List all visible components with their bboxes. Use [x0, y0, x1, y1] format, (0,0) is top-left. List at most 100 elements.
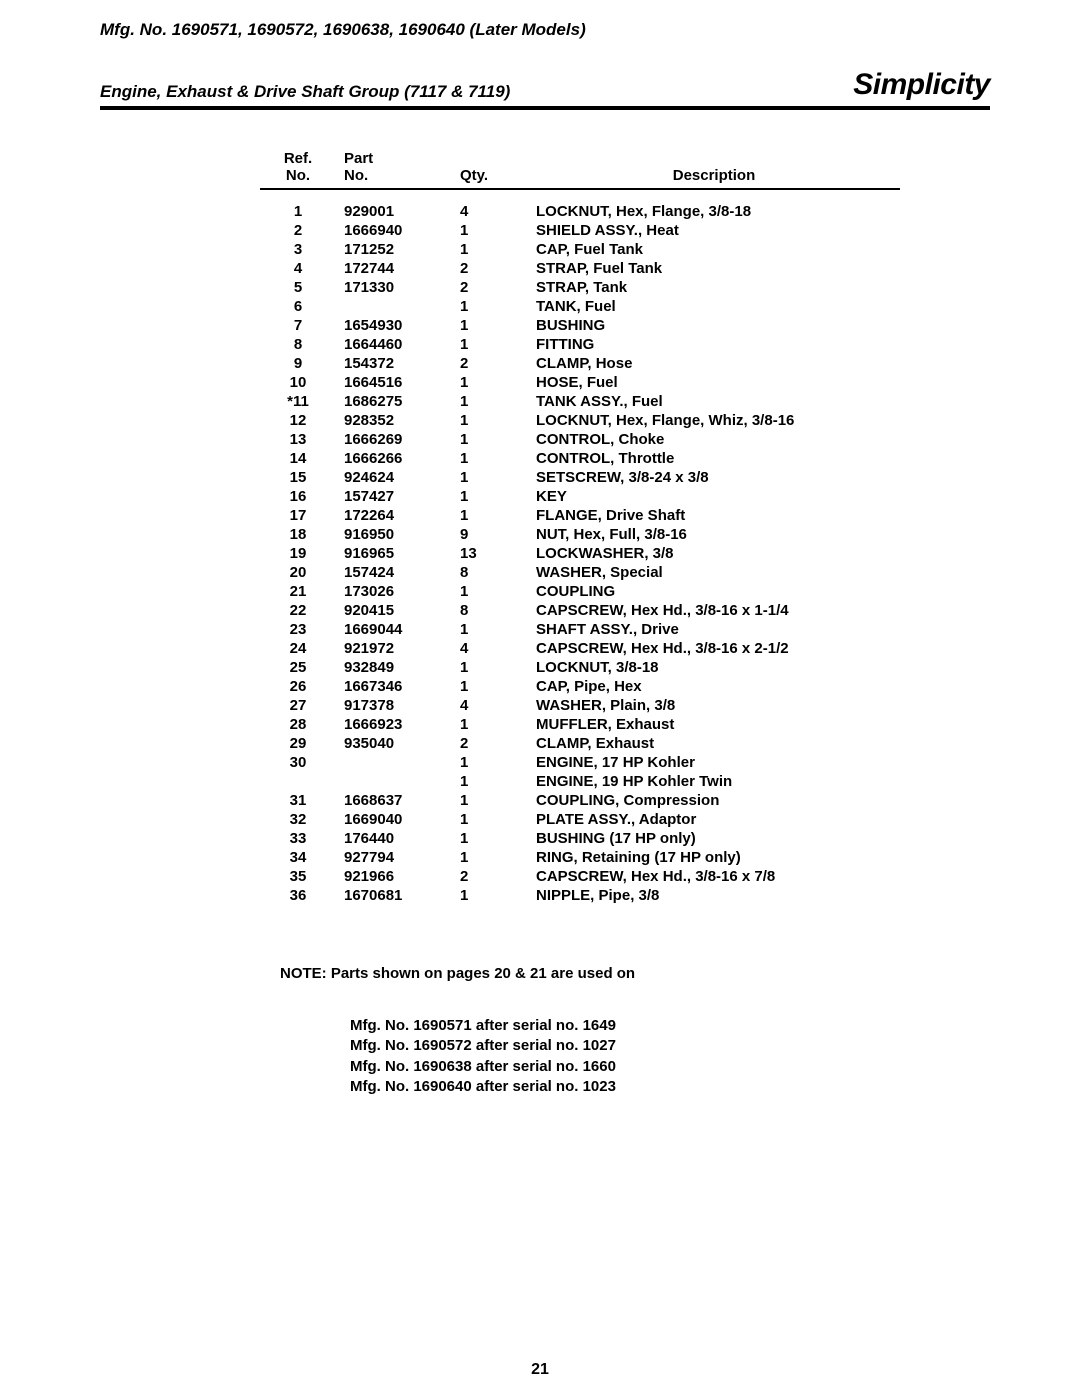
cell-qty: 13	[452, 544, 528, 563]
cell-part: 927794	[336, 848, 452, 867]
table-row: 161574271KEY	[260, 487, 900, 506]
table-row: 61TANK, Fuel	[260, 297, 900, 316]
table-row: 279173784WASHER, Plain, 3/8	[260, 696, 900, 715]
col-ref-line2: No.	[286, 167, 310, 184]
cell-ref	[260, 772, 336, 791]
cell-part: 921966	[336, 867, 452, 886]
cell-qty: 1	[452, 658, 528, 677]
table-row: 201574248WASHER, Special	[260, 563, 900, 582]
cell-ref: 13	[260, 430, 336, 449]
cell-ref: 18	[260, 525, 336, 544]
cell-qty: 1	[452, 886, 528, 905]
cell-ref: 34	[260, 848, 336, 867]
cell-desc: CAPSCREW, Hex Hd., 3/8-16 x 2-1/2	[528, 639, 900, 658]
cell-qty: 1	[452, 772, 528, 791]
header-row: Engine, Exhaust & Drive Shaft Group (711…	[100, 68, 990, 110]
cell-desc: STRAP, Tank	[528, 278, 900, 297]
cell-part: 1668637	[336, 791, 452, 810]
table-row: 189169509NUT, Hex, Full, 3/8-16	[260, 525, 900, 544]
cell-qty: 4	[452, 639, 528, 658]
table-row: 171722641FLANGE, Drive Shaft	[260, 506, 900, 525]
cell-ref: 33	[260, 829, 336, 848]
cell-ref: 10	[260, 373, 336, 392]
table-row: 3216690401PLATE ASSY., Adaptor	[260, 810, 900, 829]
table-row: 716549301BUSHING	[260, 316, 900, 335]
col-part-line1: Part	[344, 150, 373, 167]
cell-desc: BUSHING (17 HP only)	[528, 829, 900, 848]
cell-desc: LOCKNUT, Hex, Flange, Whiz, 3/8-16	[528, 411, 900, 430]
cell-desc: CLAMP, Hose	[528, 354, 900, 373]
table-row: 129283521LOCKNUT, Hex, Flange, Whiz, 3/8…	[260, 411, 900, 430]
cell-ref: 23	[260, 620, 336, 639]
brand-logo: Simplicity	[853, 68, 990, 102]
cell-part: 920415	[336, 601, 452, 620]
cell-desc: NIPPLE, Pipe, 3/8	[528, 886, 900, 905]
cell-desc: LOCKWASHER, 3/8	[528, 544, 900, 563]
cell-part: 157427	[336, 487, 452, 506]
cell-desc: ENGINE, 17 HP Kohler	[528, 753, 900, 772]
cell-qty: 4	[452, 202, 528, 221]
cell-qty: 1	[452, 810, 528, 829]
cell-part: 917378	[336, 696, 452, 715]
note-heading: NOTE: Parts shown on pages 20 & 21 are u…	[280, 965, 990, 982]
cell-ref: 4	[260, 259, 336, 278]
cell-ref: 35	[260, 867, 336, 886]
cell-qty: 1	[452, 373, 528, 392]
cell-ref: 28	[260, 715, 336, 734]
note-line: Mfg. No. 1690571 after serial no. 1649	[350, 1016, 990, 1036]
cell-ref: 5	[260, 278, 336, 297]
cell-desc: COUPLING, Compression	[528, 791, 900, 810]
cell-desc: CAP, Fuel Tank	[528, 240, 900, 259]
cell-ref: 12	[260, 411, 336, 430]
page-number: 21	[0, 1361, 1080, 1379]
cell-ref: 32	[260, 810, 336, 829]
cell-desc: NUT, Hex, Full, 3/8-16	[528, 525, 900, 544]
cell-ref: 16	[260, 487, 336, 506]
cell-ref: 21	[260, 582, 336, 601]
cell-part: 171330	[336, 278, 452, 297]
col-part-line2: No.	[344, 167, 368, 184]
cell-part: 1654930	[336, 316, 452, 335]
cell-qty: 1	[452, 848, 528, 867]
cell-ref: 22	[260, 601, 336, 620]
cell-part	[336, 772, 452, 791]
cell-qty: 4	[452, 696, 528, 715]
cell-desc: FITTING	[528, 335, 900, 354]
note-line: Mfg. No. 1690640 after serial no. 1023	[350, 1077, 990, 1097]
header-models: Mfg. No. 1690571, 1690572, 1690638, 1690…	[100, 20, 990, 40]
cell-ref: 26	[260, 677, 336, 696]
table-row: 3616706811NIPPLE, Pipe, 3/8	[260, 886, 900, 905]
cell-desc: CONTROL, Throttle	[528, 449, 900, 468]
cell-part: 172264	[336, 506, 452, 525]
table-row: 1991696513LOCKWASHER, 3/8	[260, 544, 900, 563]
col-desc: Description	[673, 167, 756, 184]
cell-part: 173026	[336, 582, 452, 601]
cell-qty: 1	[452, 753, 528, 772]
cell-ref: 2	[260, 221, 336, 240]
cell-part: 1664460	[336, 335, 452, 354]
table-row: 1016645161HOSE, Fuel	[260, 373, 900, 392]
table-row: 1ENGINE, 19 HP Kohler Twin	[260, 772, 900, 791]
cell-qty: 1	[452, 335, 528, 354]
table-row: 331764401BUSHING (17 HP only)	[260, 829, 900, 848]
note-line: Mfg. No. 1690572 after serial no. 1027	[350, 1036, 990, 1056]
col-qty: Qty.	[460, 167, 488, 184]
cell-qty: 2	[452, 278, 528, 297]
parts-table: Ref. No. Part No. Qty. Description	[260, 150, 900, 905]
table-header: Ref. No. Part No. Qty. Description	[260, 150, 900, 202]
cell-desc: MUFFLER, Exhaust	[528, 715, 900, 734]
cell-part: 924624	[336, 468, 452, 487]
table-row: 2316690441SHAFT ASSY., Drive	[260, 620, 900, 639]
cell-qty: 1	[452, 677, 528, 696]
table-row: 91543722CLAMP, Hose	[260, 354, 900, 373]
table-row: 31712521CAP, Fuel Tank	[260, 240, 900, 259]
table-row: 249219724CAPSCREW, Hex Hd., 3/8-16 x 2-1…	[260, 639, 900, 658]
cell-desc: CONTROL, Choke	[528, 430, 900, 449]
cell-part: 171252	[336, 240, 452, 259]
cell-desc: WASHER, Plain, 3/8	[528, 696, 900, 715]
table-row: 349277941RING, Retaining (17 HP only)	[260, 848, 900, 867]
cell-ref: 14	[260, 449, 336, 468]
cell-ref: 7	[260, 316, 336, 335]
cell-ref: 31	[260, 791, 336, 810]
cell-qty: 1	[452, 468, 528, 487]
